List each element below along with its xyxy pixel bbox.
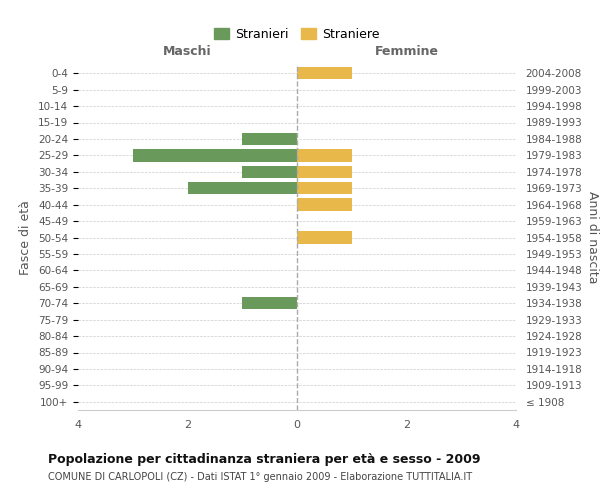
Y-axis label: Anni di nascita: Anni di nascita <box>586 191 599 284</box>
Y-axis label: Fasce di età: Fasce di età <box>19 200 32 275</box>
Text: Maschi: Maschi <box>163 45 212 58</box>
Bar <box>297 232 352 243</box>
Bar <box>297 166 352 178</box>
Bar <box>297 198 352 211</box>
Text: Femmine: Femmine <box>374 45 439 58</box>
Bar <box>187 182 297 194</box>
Legend: Stranieri, Straniere: Stranieri, Straniere <box>209 23 385 46</box>
Text: COMUNE DI CARLOPOLI (CZ) - Dati ISTAT 1° gennaio 2009 - Elaborazione TUTTITALIA.: COMUNE DI CARLOPOLI (CZ) - Dati ISTAT 1°… <box>48 472 472 482</box>
Bar <box>297 182 352 194</box>
Bar <box>297 67 352 80</box>
Bar <box>242 133 297 145</box>
Bar <box>242 166 297 178</box>
Text: Popolazione per cittadinanza straniera per età e sesso - 2009: Popolazione per cittadinanza straniera p… <box>48 452 481 466</box>
Bar <box>297 149 352 162</box>
Bar <box>242 297 297 310</box>
Bar <box>133 149 297 162</box>
